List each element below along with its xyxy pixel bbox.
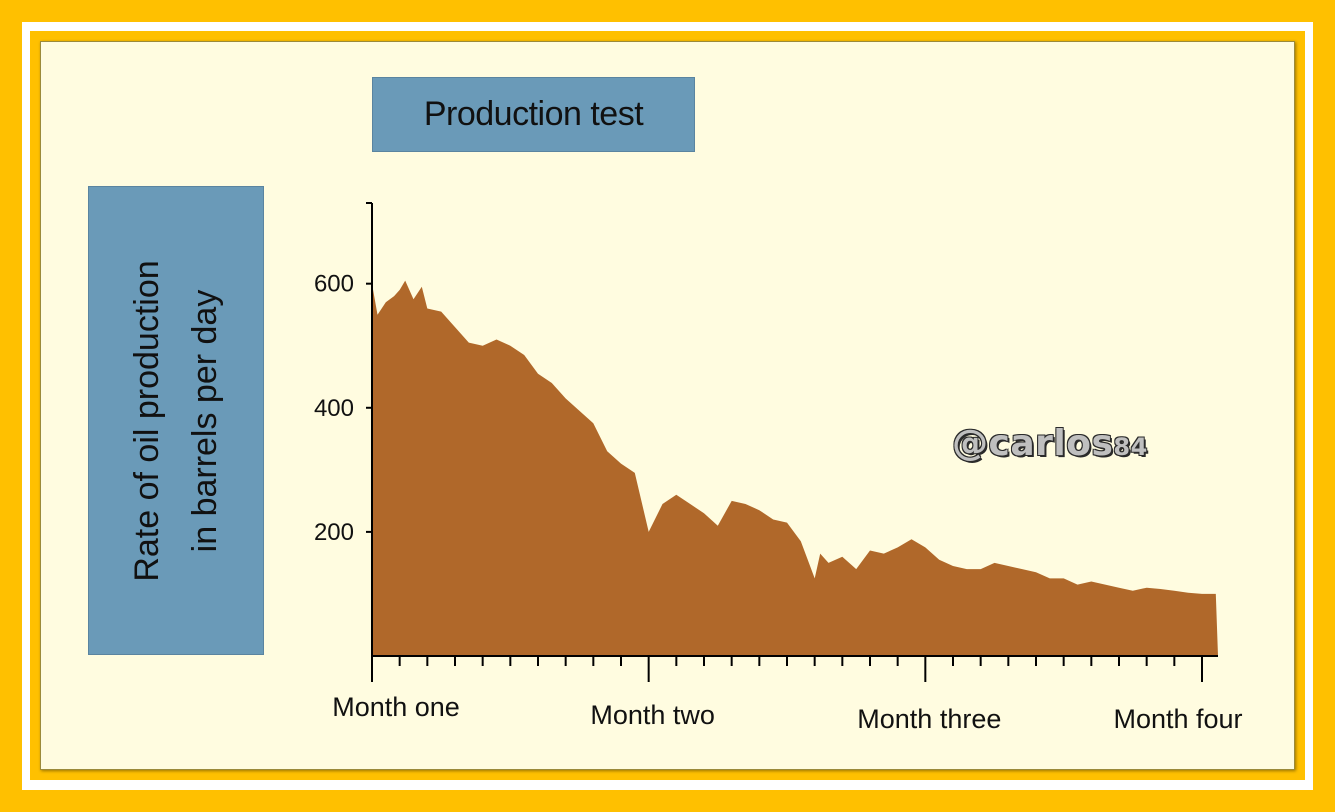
x-category-label-2: Month three — [857, 704, 1001, 734]
y-tick-label-600: 600 — [314, 271, 354, 298]
area-series-0 — [372, 280, 1218, 656]
y-tick-label-400: 400 — [314, 395, 354, 422]
chart-title: Production test — [372, 77, 695, 152]
y-tick-label-200: 200 — [314, 519, 354, 546]
chart-title-text: Production test — [423, 95, 644, 133]
x-category-label-3: Month four — [1113, 704, 1242, 734]
watermark-suffix: 84 — [1113, 433, 1148, 461]
watermark-main: @carlos — [952, 423, 1114, 464]
watermark: @carlos84 — [952, 423, 1148, 464]
x-category-label-0: Month one — [332, 692, 460, 722]
y-axis-label-box: Rate of oil production in barrels per da… — [88, 186, 264, 655]
x-category-label-1: Month two — [590, 700, 715, 730]
